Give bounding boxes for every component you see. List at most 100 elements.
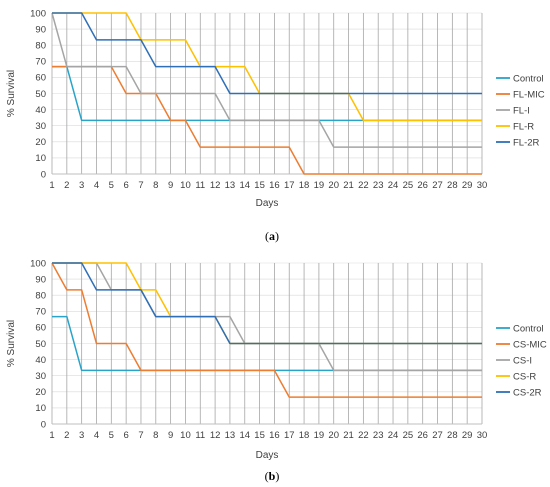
panel-a-x-tick-label: 1 (49, 180, 54, 191)
panel-a-x-tick-label: 3 (79, 180, 84, 191)
panel-b-x-tick-label: 7 (138, 430, 143, 441)
panel-b-series-line-cs-r (52, 262, 482, 345)
panel-a-x-tick-label: 14 (239, 180, 250, 191)
panel-b-x-tick-label: 30 (477, 430, 488, 441)
panel-a-x-tick-label: 26 (417, 180, 428, 191)
panel-a-legend-label-fl-r: FL-R (513, 121, 534, 132)
panel-b-legend-label-cs-2r: CS-2R (513, 387, 542, 398)
panel-b-label: b (269, 469, 276, 483)
panel-a-x-tick-label: 28 (447, 180, 458, 191)
panel-b-x-tick-label: 3 (79, 430, 84, 441)
panel-b-x-tick-label: 27 (432, 430, 443, 441)
panel-a-legend-label-fl-mic: FL-MIC (513, 89, 545, 100)
panel-a-legend-label-fl-2r: FL-2R (513, 137, 540, 148)
panel-a-x-tick-label: 13 (225, 180, 236, 191)
panel-a-x-tick-label: 9 (168, 180, 173, 191)
panel-b-x-tick-label: 25 (403, 430, 414, 441)
panel-b-legend-label-control: Control (513, 323, 544, 334)
panel-b-y-tick-label: 80 (35, 291, 46, 302)
panel-a-series-line-fl-2r (52, 12, 482, 95)
panel-a-x-tick-label: 20 (328, 180, 339, 191)
panel-a-x-axis-title: Days (256, 198, 279, 209)
panel-a-series-line-fl-i (51, 12, 482, 148)
panel-b-x-tick-label: 29 (462, 430, 473, 441)
panel-b-x-tick-label: 12 (210, 430, 221, 441)
panel-a-x-tick-label: 15 (254, 180, 265, 191)
panel-a-x-tick-label: 2 (64, 180, 69, 191)
panel-a-series-line-fl-r (52, 12, 482, 122)
panel-a-x-tick-label: 8 (153, 180, 158, 191)
panel-b-x-tick-label: 17 (284, 430, 295, 441)
panel-b-y-tick-label: 50 (35, 339, 46, 350)
panel-a-x-tick-label: 21 (343, 180, 354, 191)
panel-b-x-tick-label: 4 (94, 430, 99, 441)
panel-b-y-axis-title: % Survival (6, 320, 17, 367)
panel-a-x-tick-label: 30 (477, 180, 488, 191)
panel-b-y-tick-label: 70 (35, 307, 46, 318)
panel-b-caption: (b) (265, 469, 280, 483)
panel-b-x-tick-label: 2 (64, 430, 69, 441)
panel-b-series-line-cs-mic (51, 262, 482, 398)
panel-b-y-tick-label: 30 (35, 371, 46, 382)
panel-a-x-tick-label: 7 (138, 180, 143, 191)
panel-a-x-tick-label: 4 (94, 180, 99, 191)
panel-a-y-tick-label: 10 (35, 153, 46, 164)
panel-b-x-tick-label: 15 (254, 430, 265, 441)
panel-a-x-tick-label: 16 (269, 180, 280, 191)
panel-a-y-tick-label: 50 (35, 89, 46, 100)
panel-b-x-tick-label: 10 (180, 430, 191, 441)
panel-b-x-tick-label: 19 (314, 430, 325, 441)
panel-a-legend-label-fl-i: FL-I (513, 105, 530, 116)
panel-b-y-tick-label: 40 (35, 355, 46, 366)
panel-a-x-tick-label: 17 (284, 180, 295, 191)
panel-a-y-tick-label: 20 (35, 137, 46, 148)
panel-a-x-tick-label: 23 (373, 180, 384, 191)
panel-a-x-tick-label: 11 (195, 180, 205, 191)
panel-b-x-tick-label: 5 (109, 430, 114, 441)
panel-b-x-tick-label: 23 (373, 430, 384, 441)
panel-a-label: a (269, 229, 275, 243)
panel-b-x-tick-label: 14 (239, 430, 250, 441)
panel-b-x-tick-label: 26 (417, 430, 428, 441)
panel-a-y-tick-label: 90 (35, 24, 46, 35)
panel-a-y-tick-label: 30 (35, 121, 46, 132)
panel-b-x-tick-label: 21 (343, 430, 354, 441)
panel-a-x-tick-label: 24 (388, 180, 399, 191)
panel-b-x-tick-label: 9 (168, 430, 173, 441)
panel-b-y-tick-label: 10 (35, 403, 46, 414)
panel-b-x-axis-title: Days (256, 450, 279, 461)
panel-b-y-tick-label: 20 (35, 387, 46, 398)
panel-b-series-line-control (52, 315, 482, 372)
panel-a-y-axis-title: % Survival (6, 70, 17, 117)
panel-b-x-tick-label: 1 (49, 430, 54, 441)
panel-a-legend-label-control: Control (513, 73, 544, 84)
panel-a-x-tick-label: 19 (314, 180, 325, 191)
panel-b-legend-label-cs-r: CS-R (513, 371, 536, 382)
panel-a-x-tick-label: 22 (358, 180, 369, 191)
panel-b-legend-label-cs-mic: CS-MIC (513, 339, 547, 350)
panel-b-x-tick-label: 13 (225, 430, 236, 441)
panel-a-x-tick-label: 29 (462, 180, 473, 191)
panel-b-y-tick-label: 100 (30, 258, 46, 269)
panel-b-x-tick-label: 20 (328, 430, 339, 441)
panel-a-x-tick-label: 27 (432, 180, 443, 191)
panel-a-x-tick-label: 25 (403, 180, 414, 191)
panel-a-x-tick-label: 6 (123, 180, 128, 191)
panel-b-legend-label-cs-i: CS-I (513, 355, 532, 366)
panel-b-y-tick-label: 90 (35, 274, 46, 285)
panel-a-x-tick-label: 5 (109, 180, 114, 191)
panel-b-y-tick-label: 60 (35, 323, 46, 334)
panel-a-y-tick-label: 100 (30, 8, 46, 19)
panel-b-x-tick-label: 6 (123, 430, 128, 441)
panel-b-x-tick-label: 24 (388, 430, 399, 441)
panel-a-y-tick-label: 80 (35, 41, 46, 52)
panel-b-x-tick-label: 16 (269, 430, 280, 441)
panel-b-x-tick-label: 11 (195, 430, 205, 441)
panel-a-x-tick-label: 12 (210, 180, 221, 191)
panel-a-series-line-fl-mic (52, 65, 482, 175)
panel-b-x-tick-label: 22 (358, 430, 369, 441)
panel-b-x-tick-label: 8 (153, 430, 158, 441)
